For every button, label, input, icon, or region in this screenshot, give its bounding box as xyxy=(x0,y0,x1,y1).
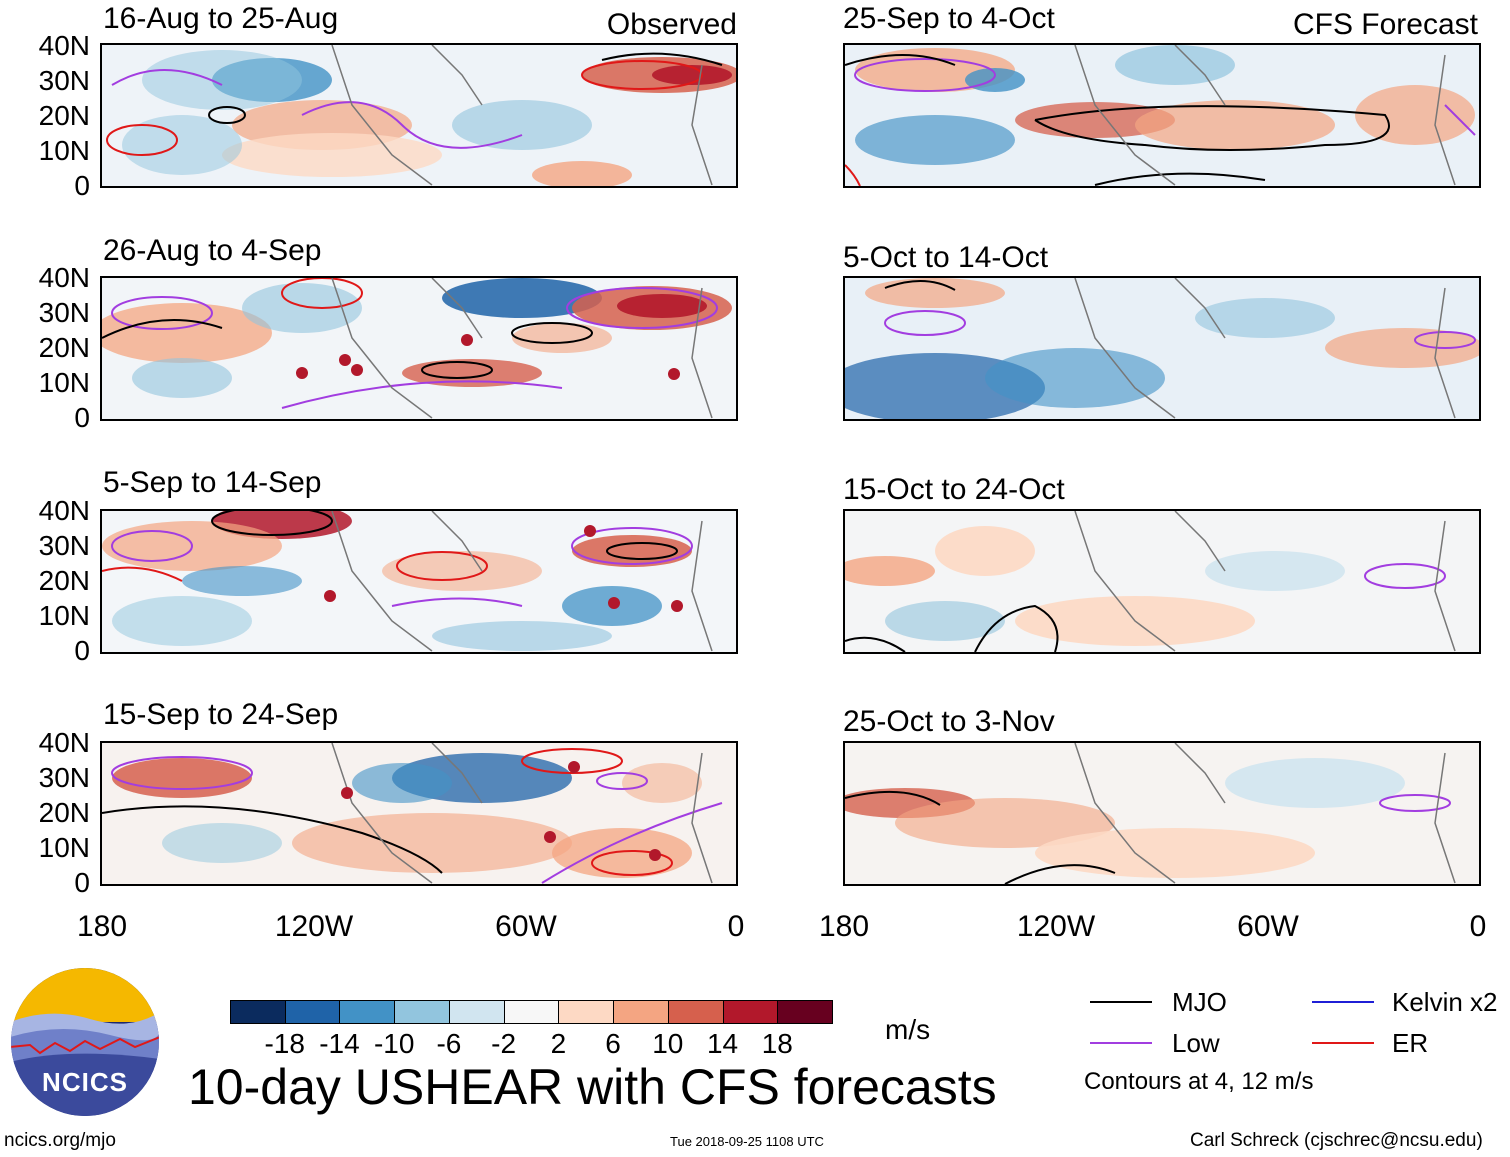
colorbar-cell xyxy=(613,1000,669,1024)
legend-line-mjo xyxy=(1090,1001,1152,1003)
lat-label: 20N xyxy=(38,797,90,828)
legend-label-low: Low xyxy=(1172,1028,1220,1058)
colorbar-cell xyxy=(503,1000,560,1024)
panel-title: 16-Aug to 25-Aug xyxy=(103,2,339,35)
colorbar-cell xyxy=(558,1000,615,1024)
lat-label: 40N xyxy=(38,727,90,758)
panel-title: 5-Oct to 14-Oct xyxy=(843,241,1049,274)
map-plot xyxy=(100,276,738,421)
map-plot xyxy=(843,43,1481,188)
panel-title: 5-Sep to 14-Sep xyxy=(103,466,322,499)
units-label: m/s xyxy=(885,1014,931,1045)
forecast-label: CFS Forecast xyxy=(1292,8,1478,41)
lat-label: 30N xyxy=(38,65,90,96)
footer-credit: Carl Schreck (cjschrec@ncsu.edu) xyxy=(1190,1130,1483,1151)
shear-field xyxy=(845,278,1479,419)
shear-field xyxy=(845,511,1479,652)
lon-label: 180 xyxy=(818,910,870,943)
shear-field xyxy=(102,45,736,186)
panel-title: 25-Oct to 3-Nov xyxy=(843,705,1055,738)
map-plot xyxy=(843,276,1481,421)
colorbar-tick: 18 xyxy=(761,1028,793,1059)
contour-note: Contours at 4, 12 m/s xyxy=(1084,1068,1314,1095)
map-plot xyxy=(100,43,738,188)
logo-text: NCICS xyxy=(42,1067,128,1097)
colorbar-cell xyxy=(722,1000,779,1024)
lat-label: 40N xyxy=(38,495,90,526)
lat-label: 30N xyxy=(38,530,90,561)
map-plot xyxy=(843,741,1481,886)
colorbar-cell xyxy=(339,1000,396,1024)
map-plot xyxy=(100,741,738,886)
panel-title: 15-Oct to 24-Oct xyxy=(843,473,1065,506)
lat-label: 30N xyxy=(38,297,90,328)
colorbar-tick: -10 xyxy=(373,1028,415,1059)
shear-field xyxy=(102,278,736,419)
colorbar-tick: -2 xyxy=(491,1028,517,1059)
lat-label: 10N xyxy=(38,600,90,631)
shear-field xyxy=(102,511,736,652)
map-plot xyxy=(100,509,738,654)
lon-label: 60W xyxy=(495,910,557,943)
map-plot xyxy=(843,509,1481,654)
colorbar-tick: -6 xyxy=(436,1028,462,1059)
lon-label: 0 xyxy=(1469,910,1487,943)
lat-label: 0 xyxy=(74,402,90,433)
lat-label: 20N xyxy=(38,565,90,596)
colorbar-tick: -18 xyxy=(264,1028,305,1059)
legend-line-kelvin xyxy=(1312,1001,1374,1003)
lat-label: 20N xyxy=(38,100,90,131)
colorbar-tick: 14 xyxy=(706,1028,739,1059)
colorbar-cell xyxy=(394,1000,450,1024)
lat-label: 30N xyxy=(38,762,90,793)
observed-label: Observed xyxy=(606,8,737,41)
legend-label-mjo: MJO xyxy=(1172,987,1227,1017)
lat-label: 20N xyxy=(38,332,90,363)
legend-line-er xyxy=(1312,1042,1374,1044)
colorbar-tick: 2 xyxy=(550,1028,567,1059)
colorbar-cell xyxy=(448,1000,505,1024)
colorbar-cell xyxy=(230,1000,286,1024)
footer-timestamp: Tue 2018-09-25 1108 UTC xyxy=(670,1134,824,1149)
legend-line-low xyxy=(1090,1042,1152,1044)
lat-label: 0 xyxy=(74,867,90,898)
panel-title: 26-Aug to 4-Sep xyxy=(103,234,322,267)
lat-label: 40N xyxy=(38,262,90,293)
panel-title: 15-Sep to 24-Sep xyxy=(103,698,339,731)
colorbar-tick: 6 xyxy=(605,1028,621,1059)
lat-label: 10N xyxy=(38,367,90,398)
lon-label: 180 xyxy=(76,910,128,943)
lat-label: 40N xyxy=(38,30,90,61)
lat-label: 0 xyxy=(74,170,90,201)
colorbar-tick: -14 xyxy=(319,1028,360,1059)
lon-label: 120W xyxy=(1016,910,1096,943)
lat-label: 10N xyxy=(38,135,90,166)
lon-label: 60W xyxy=(1237,910,1299,943)
shear-field xyxy=(845,743,1479,884)
lon-label: 120W xyxy=(274,910,354,943)
legend-label-er: ER xyxy=(1392,1028,1429,1058)
colorbar-cell xyxy=(667,1000,724,1024)
lat-label: 10N xyxy=(38,832,90,863)
main-title: 10-day USHEAR with CFS forecasts xyxy=(188,1059,997,1115)
shear-field xyxy=(845,45,1479,186)
colorbar-cell xyxy=(284,1000,341,1024)
colorbar-cell xyxy=(777,1000,833,1024)
colorbar-tick: 10 xyxy=(652,1028,684,1059)
panel-title: 25-Sep to 4-Oct xyxy=(843,2,1055,35)
ncics-logo: NCICS xyxy=(10,967,160,1117)
legend-label-kelvin: Kelvin x2 xyxy=(1392,987,1498,1017)
footer-site: ncics.org/mjo xyxy=(4,1130,116,1151)
logo-graphic xyxy=(11,968,159,1116)
lat-label: 0 xyxy=(74,635,90,666)
shear-field xyxy=(102,743,736,884)
lon-label: 0 xyxy=(727,910,745,943)
